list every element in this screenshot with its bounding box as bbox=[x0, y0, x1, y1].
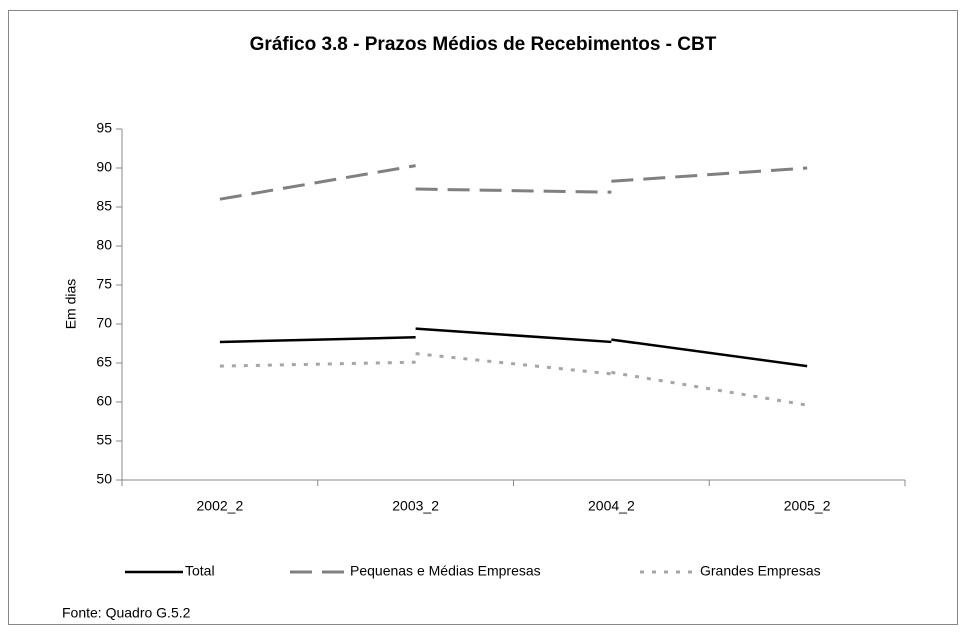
x-tick-label: 2002_2 bbox=[197, 498, 244, 514]
y-tick-label: 85 bbox=[96, 198, 112, 214]
y-tick-label: 65 bbox=[96, 354, 112, 370]
source-note: Fonte: Quadro G.5.2 bbox=[62, 605, 191, 621]
series-line bbox=[611, 370, 808, 407]
chart-frame bbox=[8, 10, 958, 625]
y-tick-label: 80 bbox=[96, 237, 112, 253]
series-line bbox=[611, 166, 808, 183]
legend-label: Pequenas e Médias Empresas bbox=[350, 563, 541, 579]
y-tick-label: 70 bbox=[96, 315, 112, 331]
series-line bbox=[611, 338, 808, 368]
x-tick-label: 2005_2 bbox=[784, 498, 831, 514]
x-tick-label: 2004_2 bbox=[588, 498, 635, 514]
legend-label: Total bbox=[185, 563, 215, 579]
y-tick-label: 55 bbox=[96, 432, 112, 448]
y-tick-label: 90 bbox=[96, 159, 112, 175]
y-tick-label: 60 bbox=[96, 393, 112, 409]
series-line bbox=[415, 327, 612, 344]
legend-label: Grandes Empresas bbox=[700, 563, 821, 579]
y-tick-label: 75 bbox=[96, 276, 112, 292]
chart-title: Gráfico 3.8 - Prazos Médios de Recebimen… bbox=[250, 34, 717, 55]
series-line bbox=[219, 164, 416, 201]
series-line bbox=[219, 360, 416, 368]
y-tick-label: 50 bbox=[96, 471, 112, 487]
series-line bbox=[415, 187, 612, 194]
y-axis-label: Em dias bbox=[63, 279, 79, 330]
series-line bbox=[219, 336, 416, 344]
series-line bbox=[415, 352, 612, 376]
x-tick-label: 2003_2 bbox=[392, 498, 439, 514]
y-tick-label: 95 bbox=[96, 120, 112, 136]
